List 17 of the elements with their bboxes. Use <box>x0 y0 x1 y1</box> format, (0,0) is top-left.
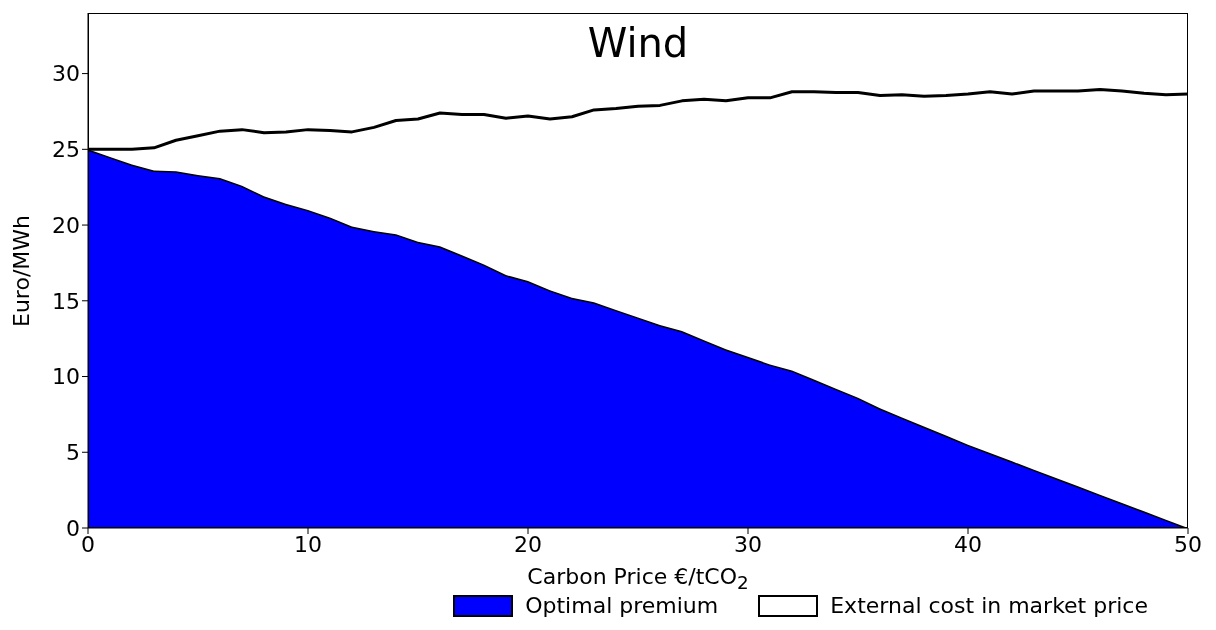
chart-title: Wind <box>586 20 690 66</box>
y-tick-label: 20 <box>52 212 80 238</box>
y-tick-label: 0 <box>66 515 80 541</box>
x-tick-label: 50 <box>1174 531 1202 557</box>
y-tick-label: 15 <box>52 288 80 314</box>
x-tick-label: 30 <box>734 531 762 557</box>
legend-label: External cost in market price <box>830 593 1148 619</box>
y-tick-label: 30 <box>52 61 80 87</box>
x-axis-title: Carbon Price €/tCO$_{2}$ <box>526 564 750 594</box>
y-tick-label: 25 <box>52 137 80 163</box>
y-tick-label: 10 <box>52 364 80 390</box>
x-tick-label: 20 <box>514 531 542 557</box>
legend-label: Optimal premium <box>525 593 719 619</box>
x-tick-label: 10 <box>294 531 322 557</box>
y-tick-label: 5 <box>66 440 80 466</box>
y-axis-title: Euro/MWh <box>8 214 34 327</box>
x-tick-label: 40 <box>954 531 982 557</box>
